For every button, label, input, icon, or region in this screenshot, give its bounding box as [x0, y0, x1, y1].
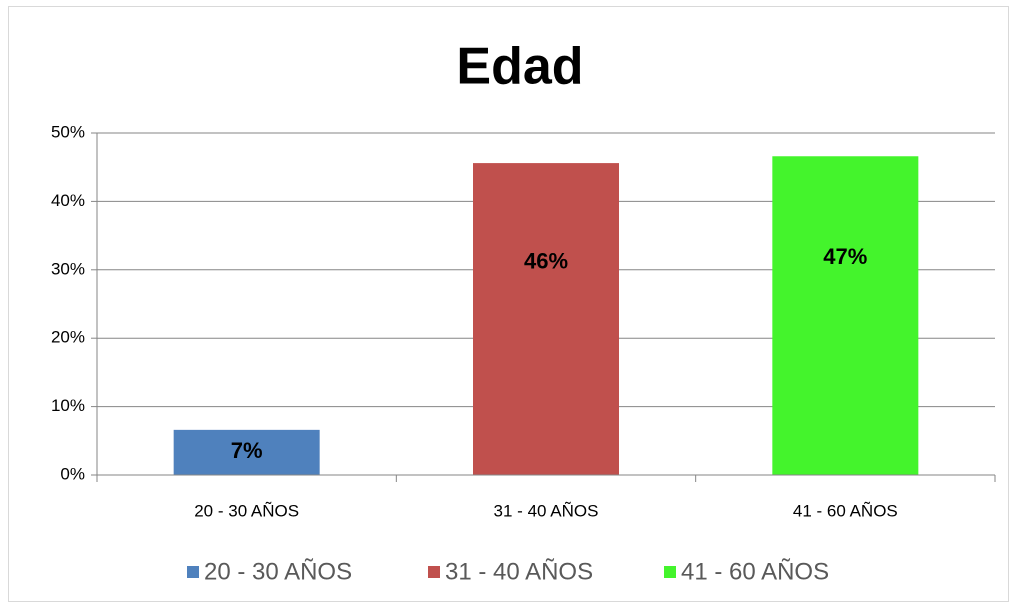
bar: [173, 429, 320, 475]
y-tick-label: 40%: [51, 191, 85, 210]
data-label: 7%: [231, 438, 263, 463]
legend-swatch: [664, 566, 676, 578]
y-tick-label: 50%: [51, 122, 85, 141]
legend-label: 41 - 60 AÑOS: [681, 558, 829, 585]
data-label: 47%: [823, 244, 867, 269]
legend-swatch: [428, 566, 440, 578]
y-tick-label: 30%: [51, 259, 85, 278]
x-tick-label: 20 - 30 AÑOS: [194, 501, 299, 520]
bar: [473, 163, 619, 475]
y-tick-label: 20%: [51, 328, 85, 347]
y-tick-label: 10%: [51, 396, 85, 415]
legend-label: 31 - 40 AÑOS: [445, 558, 593, 585]
bar: [772, 156, 919, 476]
chart-title: Edad: [456, 38, 583, 96]
legend-swatch: [187, 566, 199, 578]
x-tick-label: 41 - 60 AÑOS: [793, 501, 898, 520]
data-label: 46%: [524, 249, 568, 274]
legend-label: 20 - 30 AÑOS: [204, 558, 352, 585]
y-tick-label: 0%: [60, 464, 85, 483]
x-tick-label: 31 - 40 AÑOS: [494, 501, 599, 520]
